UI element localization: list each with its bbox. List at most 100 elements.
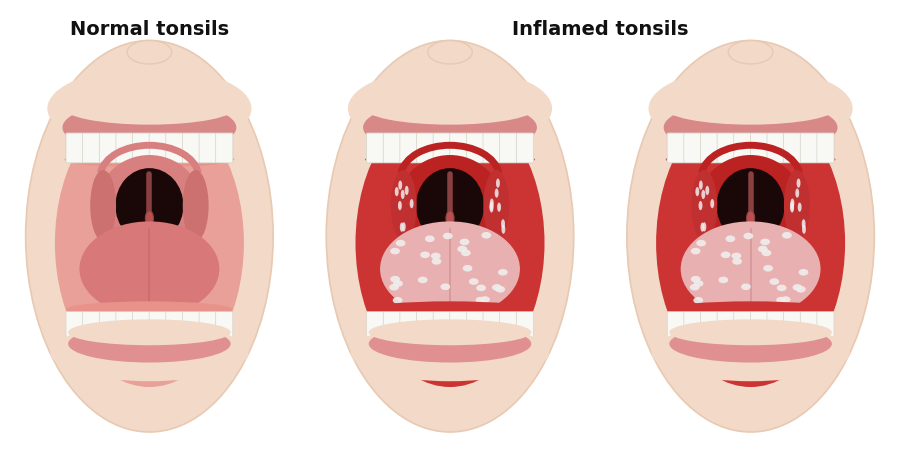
Ellipse shape (367, 302, 533, 317)
FancyBboxPatch shape (433, 133, 450, 163)
FancyBboxPatch shape (132, 133, 149, 163)
Ellipse shape (50, 324, 248, 381)
Ellipse shape (25, 40, 274, 432)
FancyBboxPatch shape (183, 133, 200, 163)
Ellipse shape (446, 211, 454, 226)
FancyBboxPatch shape (684, 133, 701, 163)
FancyBboxPatch shape (734, 312, 751, 342)
FancyBboxPatch shape (450, 133, 467, 163)
Ellipse shape (501, 225, 505, 234)
FancyBboxPatch shape (66, 133, 83, 163)
Ellipse shape (793, 284, 802, 291)
Ellipse shape (733, 258, 742, 265)
Ellipse shape (690, 248, 700, 254)
FancyBboxPatch shape (517, 133, 534, 163)
FancyBboxPatch shape (216, 312, 233, 342)
Ellipse shape (699, 180, 703, 190)
Ellipse shape (396, 240, 406, 247)
Ellipse shape (716, 168, 785, 243)
FancyBboxPatch shape (500, 133, 517, 163)
Ellipse shape (145, 211, 154, 226)
Ellipse shape (796, 286, 806, 292)
FancyBboxPatch shape (183, 133, 200, 163)
FancyBboxPatch shape (734, 133, 751, 163)
FancyBboxPatch shape (667, 133, 684, 163)
Ellipse shape (96, 155, 202, 256)
Ellipse shape (398, 201, 401, 210)
Ellipse shape (482, 232, 491, 238)
FancyBboxPatch shape (717, 133, 734, 163)
FancyBboxPatch shape (99, 133, 116, 163)
FancyBboxPatch shape (66, 312, 83, 342)
FancyBboxPatch shape (132, 133, 149, 163)
FancyBboxPatch shape (784, 133, 801, 163)
Ellipse shape (790, 202, 794, 211)
Ellipse shape (399, 180, 402, 190)
Ellipse shape (728, 40, 773, 64)
Ellipse shape (496, 179, 500, 188)
Ellipse shape (663, 101, 838, 154)
Ellipse shape (492, 284, 501, 291)
Ellipse shape (348, 68, 552, 150)
Ellipse shape (694, 280, 704, 287)
FancyBboxPatch shape (433, 312, 450, 342)
Ellipse shape (693, 297, 703, 304)
Ellipse shape (365, 152, 535, 167)
Ellipse shape (432, 258, 441, 265)
Ellipse shape (784, 170, 810, 241)
Ellipse shape (351, 324, 549, 381)
FancyBboxPatch shape (383, 133, 400, 163)
FancyBboxPatch shape (116, 133, 133, 163)
FancyBboxPatch shape (366, 133, 383, 163)
FancyBboxPatch shape (700, 133, 717, 163)
FancyBboxPatch shape (817, 133, 834, 163)
Ellipse shape (495, 189, 499, 198)
Ellipse shape (698, 155, 804, 256)
Ellipse shape (90, 170, 116, 241)
Ellipse shape (652, 324, 850, 381)
Ellipse shape (790, 203, 794, 212)
Ellipse shape (483, 170, 509, 241)
Ellipse shape (725, 235, 735, 242)
FancyBboxPatch shape (383, 133, 400, 163)
FancyBboxPatch shape (400, 133, 417, 163)
Ellipse shape (721, 252, 731, 258)
Ellipse shape (380, 221, 520, 316)
FancyBboxPatch shape (132, 312, 149, 342)
FancyBboxPatch shape (751, 133, 768, 163)
Ellipse shape (796, 179, 800, 188)
Ellipse shape (782, 232, 792, 238)
FancyBboxPatch shape (483, 312, 500, 342)
FancyBboxPatch shape (717, 133, 734, 163)
Ellipse shape (498, 269, 508, 275)
FancyBboxPatch shape (116, 312, 133, 342)
Ellipse shape (490, 203, 493, 212)
FancyBboxPatch shape (500, 133, 517, 163)
FancyBboxPatch shape (800, 133, 817, 163)
FancyBboxPatch shape (99, 312, 116, 342)
Ellipse shape (326, 40, 574, 432)
Ellipse shape (48, 68, 251, 150)
FancyBboxPatch shape (466, 133, 483, 163)
Ellipse shape (391, 276, 400, 283)
Ellipse shape (758, 246, 768, 252)
Ellipse shape (780, 296, 790, 303)
FancyBboxPatch shape (66, 133, 83, 163)
Ellipse shape (67, 302, 232, 317)
Ellipse shape (670, 325, 832, 363)
FancyBboxPatch shape (517, 133, 534, 163)
Ellipse shape (689, 284, 699, 291)
Ellipse shape (369, 320, 531, 345)
Ellipse shape (776, 297, 786, 303)
Ellipse shape (475, 297, 485, 303)
FancyBboxPatch shape (433, 133, 450, 163)
Ellipse shape (356, 99, 544, 387)
Ellipse shape (770, 278, 779, 285)
FancyBboxPatch shape (199, 312, 216, 342)
FancyBboxPatch shape (149, 133, 166, 163)
Ellipse shape (746, 211, 755, 226)
FancyBboxPatch shape (466, 312, 483, 342)
Ellipse shape (391, 170, 417, 241)
FancyBboxPatch shape (366, 312, 383, 342)
Ellipse shape (68, 325, 230, 363)
